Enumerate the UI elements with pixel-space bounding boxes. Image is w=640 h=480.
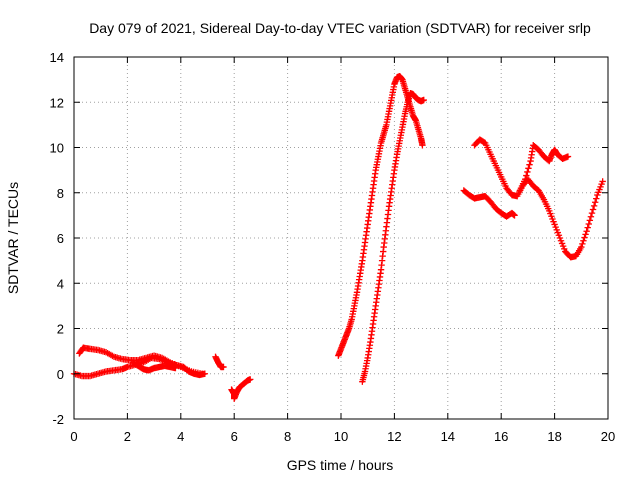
series-track-e [228, 376, 254, 402]
y-tick-label: 4 [57, 276, 64, 291]
x-tick-label: 18 [547, 429, 561, 444]
data-point [585, 220, 592, 228]
data-point [588, 209, 596, 217]
x-tick-label: 8 [284, 429, 291, 444]
x-tick-label: 16 [494, 429, 508, 444]
y-tick-label: 2 [57, 322, 64, 337]
y-tick-label: -2 [52, 412, 64, 427]
y-tick-label: 6 [57, 231, 64, 246]
data-point [587, 213, 595, 220]
x-axis-title: GPS time / hours [287, 457, 394, 473]
data-point [564, 153, 572, 160]
data-point [579, 240, 586, 248]
series-track-j [516, 142, 572, 194]
data-point [524, 168, 531, 176]
y-tick-label: 14 [50, 50, 64, 65]
y-tick-label: 12 [50, 95, 64, 110]
data-point [525, 165, 532, 172]
data-point [198, 370, 206, 377]
series-track-h [460, 187, 518, 220]
x-tick-label: 6 [231, 429, 238, 444]
y-axis-title: SDTVAR / TECUs [5, 182, 21, 294]
x-tick-label: 4 [177, 429, 184, 444]
data-point [420, 96, 427, 104]
series-track-b [76, 344, 206, 377]
grid-lines [74, 57, 608, 419]
y-tick-label: 8 [57, 186, 64, 201]
data-point [578, 243, 585, 251]
data-point [586, 217, 594, 224]
data-point [582, 231, 589, 238]
series-track-i [471, 136, 606, 261]
x-tick-label: 0 [70, 429, 77, 444]
data-point [589, 206, 597, 213]
series-track-c [129, 359, 179, 374]
chart-title: Day 079 of 2021, Sidereal Day-to-day VTE… [89, 20, 591, 36]
data-point [580, 237, 587, 244]
data-point [511, 212, 518, 219]
data-point [591, 199, 599, 206]
data-point [526, 161, 533, 168]
data-point [590, 202, 598, 210]
data-point [247, 376, 254, 383]
data-point [220, 363, 227, 371]
data-point [523, 172, 530, 179]
data-marks [70, 73, 606, 402]
data-point [599, 178, 606, 185]
data-point [583, 228, 590, 235]
data-point [172, 364, 179, 372]
x-tick-label: 12 [387, 429, 401, 444]
data-point [419, 142, 426, 149]
data-point [593, 195, 600, 202]
x-tick-label: 20 [601, 429, 615, 444]
series-track-g [359, 90, 427, 385]
y-tick-label: 0 [57, 367, 64, 382]
series-track-d [212, 353, 227, 371]
series-track-f [335, 73, 426, 359]
x-tick-label: 2 [124, 429, 131, 444]
data-point [581, 234, 588, 241]
y-tick-label: 10 [50, 141, 64, 156]
x-tick-label: 10 [334, 429, 348, 444]
data-point [584, 224, 591, 231]
axis-ticks: 0 2 4 6 8 10 12 14 16 18 20 -2 0 2 4 6 8 10 12 14 [50, 50, 616, 444]
x-tick-label: 14 [441, 429, 455, 444]
data-point [522, 175, 529, 183]
